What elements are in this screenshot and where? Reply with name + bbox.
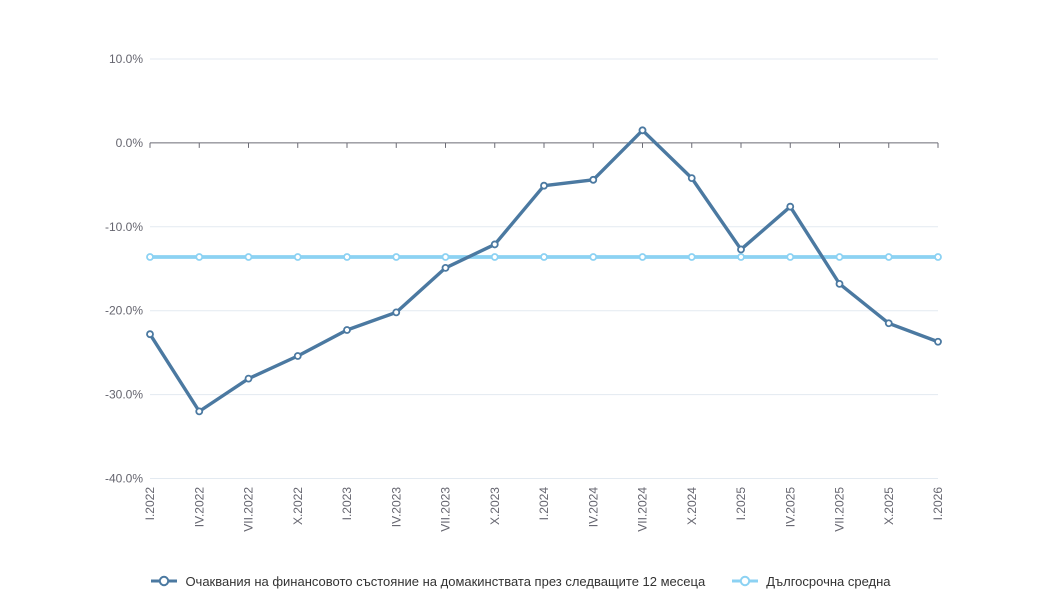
data-point-marker[interactable] <box>490 240 499 249</box>
data-point-marker[interactable] <box>737 245 745 254</box>
data-point-marker[interactable] <box>244 374 253 383</box>
x-axis-label: I.2023 <box>340 487 354 521</box>
line-marker-icon <box>151 575 178 587</box>
x-axis-label: X.2024 <box>685 487 699 525</box>
x-axis-label: VII.2025 <box>833 487 847 532</box>
y-axis-label: 0.0% <box>116 136 144 150</box>
data-point-marker[interactable] <box>737 253 745 261</box>
data-point-marker[interactable] <box>934 337 942 346</box>
data-point-marker[interactable] <box>835 279 844 288</box>
line-marker-icon <box>732 575 759 587</box>
x-axis-label: VII.2022 <box>242 487 256 532</box>
data-point-marker[interactable] <box>392 253 401 261</box>
data-point-marker[interactable] <box>146 253 154 261</box>
data-point-marker[interactable] <box>638 253 647 261</box>
x-axis-label: X.2022 <box>291 487 305 525</box>
y-axis-label: -30.0% <box>105 388 143 402</box>
data-point-marker[interactable] <box>638 126 647 135</box>
data-point-marker[interactable] <box>343 253 351 261</box>
legend-label-expectations: Очаквания на финансовото състояние на до… <box>185 573 706 589</box>
legend-item-expectations[interactable]: Очаквания на финансовото състояние на до… <box>150 574 705 589</box>
x-axis-label: IV.2025 <box>783 487 797 528</box>
data-point-marker[interactable] <box>293 253 302 261</box>
data-point-marker[interactable] <box>884 319 893 328</box>
data-point-marker[interactable] <box>195 407 204 416</box>
data-point-marker[interactable] <box>146 330 154 339</box>
series-line-expectations <box>148 128 940 414</box>
x-axis-label: I.2026 <box>931 487 945 521</box>
data-point-marker[interactable] <box>392 308 401 317</box>
data-point-marker[interactable] <box>293 352 302 360</box>
data-point-marker[interactable] <box>589 175 598 184</box>
y-axis-label: -40.0% <box>105 472 143 486</box>
data-point-marker[interactable] <box>835 253 844 261</box>
x-axis-label: IV.2022 <box>192 487 206 528</box>
data-point-marker[interactable] <box>244 253 253 261</box>
x-axis-label: I.2022 <box>143 487 157 521</box>
data-point-marker[interactable] <box>687 253 696 261</box>
data-point-marker[interactable] <box>786 253 795 261</box>
y-axis-label: -10.0% <box>105 220 143 234</box>
data-point-marker[interactable] <box>786 202 795 211</box>
y-axis-label: 10.0% <box>109 52 143 66</box>
data-point-marker[interactable] <box>687 174 696 183</box>
x-axis-label: IV.2024 <box>586 487 600 528</box>
data-point-marker[interactable] <box>441 253 450 261</box>
data-point-marker[interactable] <box>884 253 893 261</box>
chart-legend: Очаквания на финансовото състояние на до… <box>0 570 1041 592</box>
data-point-marker[interactable] <box>343 326 351 334</box>
data-point-marker[interactable] <box>441 264 450 272</box>
data-point-marker[interactable] <box>589 253 598 261</box>
data-point-marker[interactable] <box>490 253 499 261</box>
legend-label-long-term-average: Дългосрочна средна <box>766 573 891 589</box>
y-axis-label: -20.0% <box>105 304 143 318</box>
legend-item-long-term-average[interactable]: Дългосрочна средна <box>731 573 891 589</box>
x-axis-label: IV.2023 <box>389 487 403 528</box>
x-axis-label: VII.2023 <box>439 487 453 532</box>
x-axis-label: VII.2024 <box>636 487 650 532</box>
x-axis-label: I.2024 <box>537 487 551 521</box>
data-point-marker[interactable] <box>195 253 204 261</box>
x-axis-label: X.2023 <box>488 487 502 525</box>
x-axis-label: X.2025 <box>882 487 896 525</box>
data-point-marker[interactable] <box>934 253 942 261</box>
data-point-marker[interactable] <box>540 181 548 190</box>
data-point-marker[interactable] <box>540 253 548 261</box>
x-axis-label: I.2025 <box>734 487 748 521</box>
line-chart: 10.0% 0.0% -10.0% -20.0% -30.0% -40.0%I.2022 I… <box>105 52 945 532</box>
